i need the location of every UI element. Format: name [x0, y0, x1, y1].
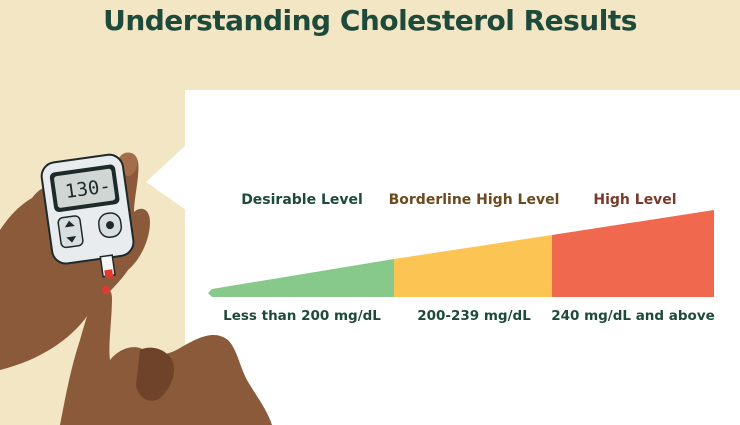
- speech-bubble-panel: [185, 90, 740, 425]
- desirable-range-label: Less than 200 mg/dL: [223, 308, 381, 324]
- desirable-level-label: Desirable Level: [241, 192, 363, 208]
- glucose-meter: [40, 153, 135, 279]
- borderline-level-label: Borderline High Level: [388, 192, 560, 208]
- high-range-label: 240 mg/dL and above: [551, 308, 715, 324]
- page-title: Understanding Cholesterol Results: [103, 4, 637, 37]
- meter-reading: 130-: [63, 174, 113, 204]
- borderline-range-label: 200-239 mg/dL: [417, 308, 531, 324]
- high-level-label: High Level: [593, 192, 677, 208]
